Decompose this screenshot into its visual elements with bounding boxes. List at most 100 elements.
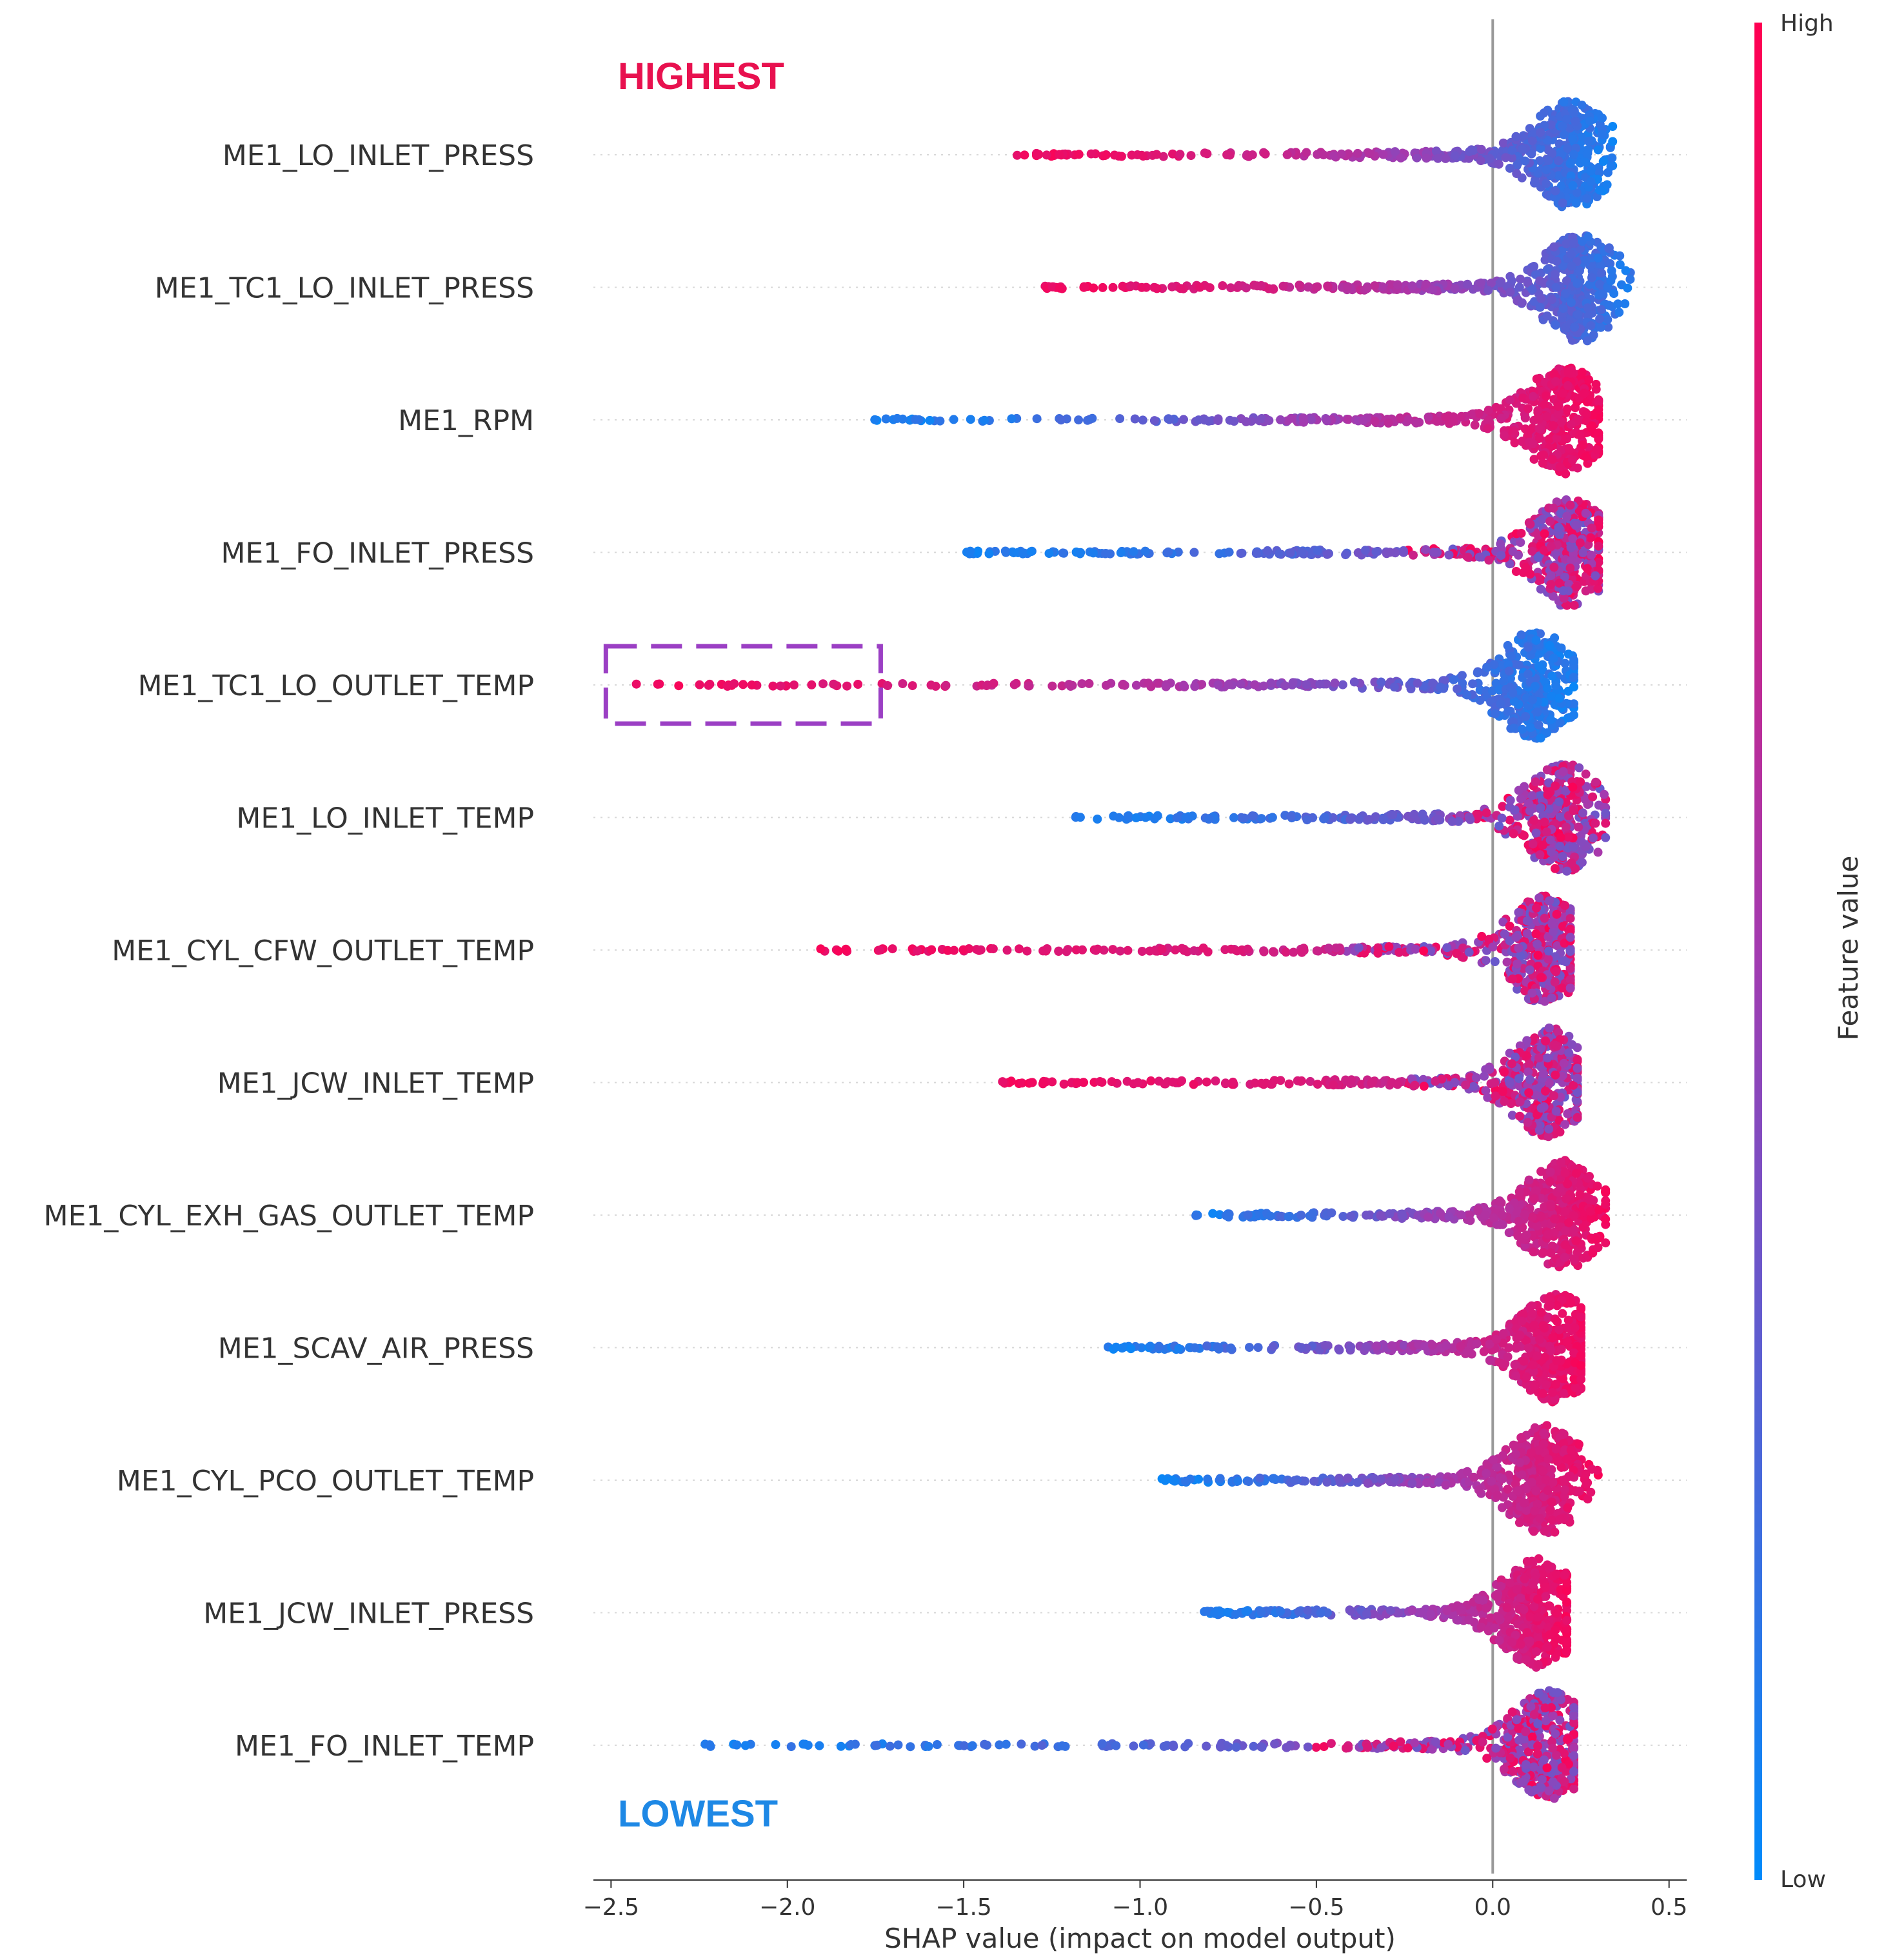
shap-point bbox=[1539, 108, 1549, 118]
shap-point bbox=[1520, 413, 1530, 422]
shap-point bbox=[1098, 282, 1107, 292]
shap-point bbox=[1581, 508, 1591, 518]
shap-point bbox=[1541, 1086, 1550, 1096]
shap-point bbox=[1047, 681, 1057, 691]
shap-point bbox=[631, 679, 641, 689]
shap-point bbox=[1551, 967, 1561, 976]
shap-point bbox=[1542, 827, 1551, 836]
shap-point bbox=[1558, 767, 1568, 777]
shap-point bbox=[1355, 815, 1364, 824]
shap-point bbox=[1505, 287, 1515, 297]
shap-point bbox=[1127, 150, 1137, 160]
shap-point bbox=[1250, 1078, 1260, 1088]
shap-point bbox=[1606, 162, 1616, 172]
shap-point bbox=[1580, 255, 1589, 265]
shap-point bbox=[1229, 417, 1239, 426]
shap-point bbox=[1530, 682, 1540, 691]
shap-point bbox=[1532, 903, 1541, 913]
shap-point bbox=[966, 546, 975, 556]
shap-point bbox=[1149, 416, 1159, 426]
shap-point bbox=[1524, 642, 1533, 652]
shap-point bbox=[1259, 1080, 1269, 1089]
shap-point bbox=[1243, 944, 1253, 954]
shap-point bbox=[1565, 159, 1575, 168]
shap-point bbox=[1542, 765, 1552, 775]
shap-point bbox=[1504, 707, 1513, 717]
shap-point bbox=[1421, 279, 1431, 289]
shap-point bbox=[1505, 795, 1515, 805]
feature-points bbox=[816, 891, 1575, 1006]
shap-point bbox=[1562, 115, 1571, 124]
shap-point bbox=[1232, 946, 1242, 956]
shap-point bbox=[1186, 151, 1196, 161]
shap-point bbox=[1465, 815, 1475, 824]
shap-point bbox=[1164, 414, 1173, 424]
shap-point bbox=[1533, 708, 1542, 717]
shap-point bbox=[1593, 1182, 1602, 1191]
shap-point bbox=[941, 680, 951, 690]
shap-point bbox=[1138, 152, 1148, 161]
shap-point bbox=[984, 549, 994, 559]
shap-point bbox=[1280, 681, 1290, 691]
shap-point bbox=[1495, 1196, 1505, 1205]
shap-point bbox=[1520, 782, 1529, 791]
shap-point bbox=[1550, 1214, 1560, 1223]
shap-point bbox=[1569, 108, 1578, 117]
shap-point bbox=[1347, 1075, 1356, 1085]
shap-point bbox=[1264, 416, 1274, 425]
shap-point bbox=[1269, 947, 1278, 956]
shap-point bbox=[1547, 671, 1557, 681]
shap-point bbox=[1490, 957, 1500, 966]
shap-point bbox=[1144, 678, 1153, 688]
shap-point bbox=[1565, 947, 1575, 956]
shap-point bbox=[1545, 1024, 1554, 1033]
shap-point bbox=[1107, 1077, 1117, 1087]
shap-point bbox=[1582, 336, 1592, 346]
shap-point bbox=[1516, 274, 1525, 284]
shap-point bbox=[1013, 150, 1022, 160]
shap-point bbox=[1591, 777, 1600, 787]
shap-point bbox=[1097, 1078, 1107, 1087]
shap-point bbox=[1384, 942, 1394, 951]
shap-point bbox=[988, 944, 998, 954]
shap-point bbox=[1289, 947, 1298, 957]
shap-point bbox=[1546, 542, 1556, 551]
shap-point bbox=[1545, 517, 1555, 526]
shap-point bbox=[1480, 1071, 1489, 1081]
shap-point bbox=[1573, 1073, 1582, 1083]
shap-point bbox=[1126, 281, 1136, 291]
shap-point bbox=[1549, 242, 1559, 252]
shap-point bbox=[1528, 695, 1537, 704]
shap-point bbox=[1444, 1212, 1454, 1222]
shap-point bbox=[1419, 946, 1429, 956]
shap-point bbox=[1260, 149, 1270, 159]
shap-point bbox=[1550, 864, 1560, 873]
shap-point bbox=[1302, 815, 1312, 825]
shap-point bbox=[1589, 330, 1598, 340]
shap-point bbox=[1554, 171, 1563, 181]
shap-point bbox=[1565, 984, 1575, 993]
shap-point bbox=[1059, 1079, 1069, 1089]
shap-point bbox=[1540, 121, 1549, 130]
shap-point bbox=[1565, 123, 1574, 133]
shap-point bbox=[1463, 279, 1473, 289]
shap-point bbox=[1563, 381, 1573, 390]
shap-point bbox=[1551, 321, 1560, 330]
shap-point bbox=[1514, 944, 1524, 953]
shap-point bbox=[1534, 661, 1544, 671]
shap-point bbox=[1560, 1207, 1570, 1216]
shap-point bbox=[1498, 1087, 1507, 1096]
shap-point bbox=[1498, 1211, 1507, 1220]
shap-point bbox=[1259, 947, 1269, 956]
shap-point bbox=[1257, 414, 1267, 423]
shap-point bbox=[1395, 947, 1404, 957]
shap-point bbox=[1179, 680, 1188, 690]
shap-point bbox=[1057, 415, 1066, 425]
shap-point bbox=[1433, 815, 1443, 824]
shap-point bbox=[1313, 1080, 1322, 1089]
shap-point bbox=[1601, 1238, 1611, 1248]
shap-point bbox=[1102, 680, 1111, 690]
shap-point bbox=[1151, 283, 1160, 293]
shap-point bbox=[1551, 377, 1560, 386]
shap-point bbox=[1390, 147, 1400, 157]
